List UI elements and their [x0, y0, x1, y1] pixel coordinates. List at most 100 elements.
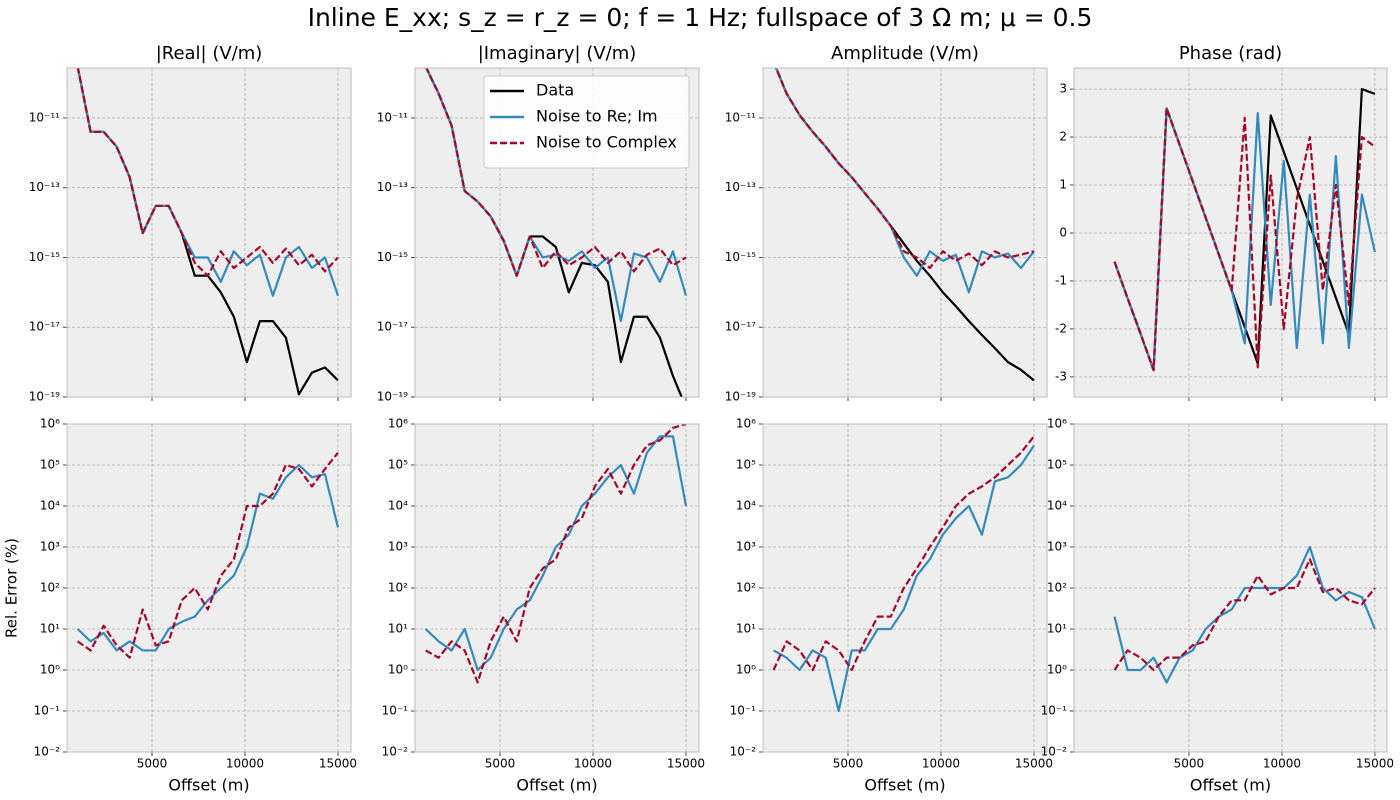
subplot-title: Phase (rad)	[1179, 43, 1282, 64]
x-tick-label: 5000	[1174, 757, 1205, 771]
y-tick-label: 10⁻¹⁵	[29, 250, 60, 264]
y-tick-label: 10⁻¹³	[29, 180, 60, 194]
series-line	[773, 444, 1035, 713]
series-line	[76, 68, 339, 277]
y-tick-label: 10⁻²	[382, 745, 409, 759]
y-tick-label: 3	[1059, 82, 1067, 96]
y-tick-label: 10⁰	[40, 663, 60, 677]
legend-label: Noise to Re; Im	[536, 107, 658, 126]
subplot: -3 -2 -1 0 1 2 3 Phase (rad)	[1055, 43, 1388, 401]
y-tick-label: 10⁴	[736, 499, 756, 513]
y-tick-label: 0	[1059, 225, 1067, 239]
subplot: 10⁻² 10⁻¹ 10⁰ 10¹ 10² 10³ 10⁴ 10⁵ 10⁶ 5000 10000 15…	[382, 417, 705, 795]
y-tick-label: 1	[1059, 178, 1067, 192]
subplot-title: |Imaginary| (V/m)	[478, 43, 637, 64]
y-tick-label: 10⁵	[40, 458, 60, 472]
subplot: 10⁻² 10⁻¹ 10⁰ 10¹ 10² 10³ 10⁴ 10⁵ 10⁶ 5000 10000 15…	[730, 417, 1053, 795]
y-tick-label: 10¹	[40, 622, 60, 636]
y-tick-label: 10⁴	[388, 499, 408, 513]
x-tick-label: 15000	[1356, 757, 1394, 771]
subplot: 10⁻¹¹ 10⁻¹³ 10⁻¹⁵ 10⁻¹⁷ 10⁻¹⁹ Amplitude (V/m)	[725, 43, 1048, 404]
x-tick-label: 5000	[485, 757, 516, 771]
y-tick-label: -2	[1055, 321, 1067, 335]
y-tick-label: 10³	[1047, 540, 1067, 554]
legend-label: Noise to Complex	[536, 133, 677, 152]
x-tick-label: 10000	[226, 757, 264, 771]
subplot: 10⁻¹¹ 10⁻¹³ 10⁻¹⁵ 10⁻¹⁷ 10⁻¹⁹ |Real| (V/m)	[29, 43, 352, 404]
series-line	[1113, 558, 1376, 672]
plot-frame	[414, 67, 700, 398]
y-tick-label: 10⁰	[736, 663, 756, 677]
y-tick-label: 10⁶	[388, 417, 408, 431]
x-axis-label: Offset (m)	[1190, 776, 1271, 795]
y-tick-label: 10⁻¹⁹	[377, 390, 408, 404]
legend: Data Noise to Re; Im Noise to Complex	[483, 75, 690, 169]
y-tick-label: 10⁰	[1047, 663, 1067, 677]
y-tick-label: 10⁻¹⁷	[725, 320, 756, 334]
y-tick-label: 10⁶	[40, 417, 60, 431]
legend-box	[483, 75, 690, 169]
series-line	[425, 424, 687, 684]
y-tick-label: 10⁴	[1047, 499, 1067, 513]
y-tick-label: 10⁻¹	[382, 704, 409, 718]
y-tick-label: 10⁰	[388, 663, 408, 677]
y-tick-label: 10¹	[388, 622, 408, 636]
y-tick-label: -1	[1055, 273, 1067, 287]
series-line	[424, 435, 688, 672]
series-line	[425, 68, 688, 323]
y-tick-label: 10³	[736, 540, 756, 554]
y-tick-label: 10²	[388, 581, 408, 595]
y-tick-label: 10⁻¹⁷	[377, 320, 408, 334]
y-tick-label: 2	[1059, 130, 1067, 144]
y-tick-label: 10⁵	[388, 458, 408, 472]
y-tick-label: 10⁻¹	[34, 704, 61, 718]
y-tick-label: 10⁻¹³	[377, 180, 408, 194]
y-tick-label: 10²	[40, 581, 60, 595]
y-tick-label: 10⁻¹¹	[377, 110, 408, 124]
y-tick-label: 10³	[40, 540, 60, 554]
x-tick-label: 15000	[1015, 757, 1053, 771]
y-tick-label: 10¹	[736, 622, 756, 636]
x-tick-label: 10000	[574, 757, 612, 771]
plot-frame	[762, 67, 1048, 398]
series-line	[774, 68, 1035, 270]
plot-frame	[1073, 67, 1388, 398]
subplot: 10⁻¹¹ 10⁻¹³ 10⁻¹⁵ 10⁻¹⁷ 10⁻¹⁹ |Imaginary| (V/…	[377, 43, 700, 404]
y-tick-label: 10⁻¹³	[725, 180, 756, 194]
y-tick-label: 10⁻¹⁷	[29, 320, 60, 334]
plot-frame	[762, 423, 1048, 753]
plot-frame	[414, 423, 700, 753]
plot-frame	[1073, 423, 1388, 753]
y-tick-label: 10⁻²	[34, 745, 61, 759]
x-tick-label: 10000	[922, 757, 960, 771]
series-line	[76, 451, 339, 659]
y-tick-label: 10²	[736, 581, 756, 595]
plot-background	[67, 68, 351, 397]
x-tick-label: 15000	[319, 757, 357, 771]
series-line	[76, 463, 340, 652]
series-line	[1113, 107, 1376, 372]
y-tick-label: -3	[1055, 369, 1067, 383]
x-tick-label: 5000	[833, 757, 864, 771]
x-tick-label: 5000	[137, 757, 168, 771]
plot-frame	[66, 423, 352, 753]
series-line	[772, 435, 1035, 672]
y-tick-label: 10⁵	[736, 458, 756, 472]
subplot-title: Amplitude (V/m)	[831, 43, 979, 64]
y-axis-label: Rel. Error (%)	[3, 538, 21, 638]
y-tick-label: 10⁻¹⁵	[377, 250, 408, 264]
y-tick-label: 10¹	[1047, 622, 1067, 636]
x-axis-label: Offset (m)	[516, 776, 597, 795]
legend-label: Data	[536, 81, 574, 100]
series-line	[425, 68, 687, 277]
plot-background	[1074, 68, 1387, 397]
y-tick-label: 10⁻²	[730, 745, 757, 759]
y-tick-label: 10⁶	[736, 417, 756, 431]
plot-frame	[66, 67, 352, 398]
plot-background	[763, 68, 1047, 397]
figure-title: Inline E_xx; s_z = r_z = 0; f = 1 Hz; fu…	[308, 3, 1093, 32]
y-tick-label: 10²	[1047, 581, 1067, 595]
x-axis-label: Offset (m)	[168, 776, 249, 795]
